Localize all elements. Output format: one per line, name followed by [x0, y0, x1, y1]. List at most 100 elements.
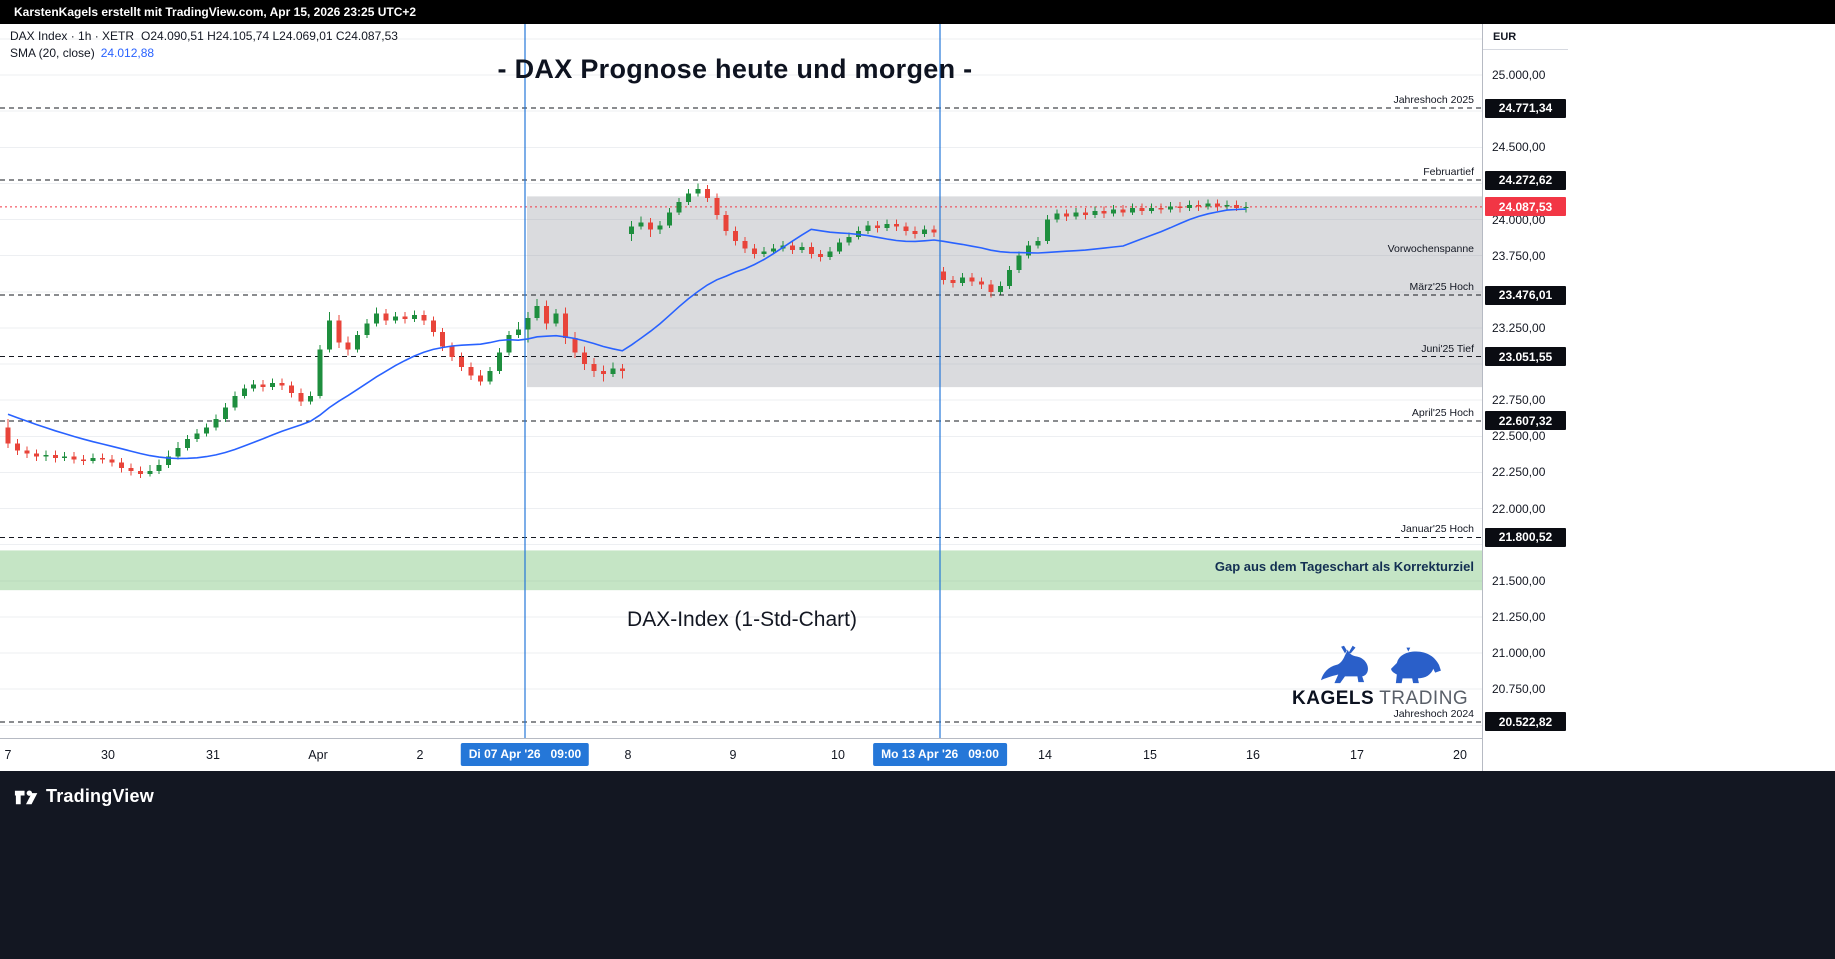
candle-body — [1130, 207, 1136, 213]
candle-body — [355, 335, 361, 350]
candle-body — [912, 231, 918, 234]
candle-body — [667, 212, 672, 226]
candle-body — [336, 320, 342, 343]
grid — [0, 38, 1482, 726]
candle-body — [374, 313, 380, 324]
time-label: Apr — [308, 748, 328, 762]
candle-body — [383, 313, 389, 321]
price-tick: 21.250,00 — [1492, 609, 1546, 624]
candle-body — [185, 439, 191, 448]
candle-body — [704, 189, 710, 198]
candle-body — [1016, 255, 1022, 271]
candle-body — [827, 251, 833, 258]
price-tick: 23.250,00 — [1492, 320, 1546, 335]
candle-body — [959, 277, 965, 284]
candle-body — [733, 231, 739, 242]
price-tick: 20.750,00 — [1492, 682, 1546, 697]
candle-body — [496, 352, 502, 372]
time-label: 31 — [206, 748, 220, 762]
candle-body — [1215, 203, 1221, 207]
tradingview-logo[interactable]: TradingView — [13, 784, 154, 809]
candle-body — [1101, 210, 1107, 214]
candle-body — [430, 320, 436, 333]
candle-body — [1054, 213, 1060, 220]
candle-body — [563, 313, 569, 339]
candle-body — [1139, 207, 1145, 211]
candle-body — [1243, 206, 1249, 208]
tradingview-mark-icon — [14, 790, 38, 805]
candle-body — [459, 356, 465, 367]
candle-body — [345, 342, 351, 350]
time-label: 2 — [416, 748, 424, 762]
candle-body — [619, 368, 625, 372]
candle-body — [251, 384, 257, 389]
sma-line — [7, 208, 1246, 460]
price-axis[interactable]: EUR 25.000,00 24.500,00 24.000,00 23.750,00… — [1482, 24, 1568, 771]
time-label: 7 — [4, 748, 12, 762]
axis-currency-label: EUR — [1483, 24, 1568, 50]
candle-body — [449, 346, 455, 357]
candle-body — [1186, 205, 1192, 208]
attribution-text: KarstenKagels erstellt mit TradingView.c… — [14, 5, 417, 19]
candle-body — [298, 392, 304, 402]
candle-body — [468, 366, 474, 376]
candle-body — [326, 320, 332, 350]
time-label: 16 — [1246, 748, 1260, 762]
time-badge: Di 07 Apr '26 09:00 — [460, 743, 590, 766]
candle-body — [100, 457, 105, 460]
candle-body — [1045, 219, 1050, 242]
candle-body — [194, 433, 200, 440]
candle-body — [534, 306, 540, 318]
candle-body — [440, 332, 446, 347]
attribution-bar: KarstenKagels erstellt mit TradingView.c… — [0, 0, 1835, 24]
candle-body — [610, 368, 616, 375]
time-label: 14 — [1038, 748, 1052, 762]
candle-body — [81, 459, 87, 461]
candle-body — [52, 455, 58, 458]
candle-body — [591, 364, 597, 372]
candle-body — [222, 407, 228, 419]
price-tick: 22.000,00 — [1492, 501, 1546, 516]
candle-body — [884, 223, 890, 229]
time-badge: Mo 13 Apr '26 09:00 — [873, 743, 1007, 766]
candle-body — [903, 226, 909, 232]
candle-body — [553, 313, 559, 324]
candle-body — [1026, 245, 1032, 256]
candle-body — [506, 335, 512, 353]
time-label: 30 — [101, 748, 115, 762]
candle-body — [402, 316, 408, 320]
candle-body — [808, 246, 814, 255]
candle-body — [799, 246, 805, 250]
candle-body — [1224, 205, 1230, 207]
time-axis[interactable]: 7 30 31 Apr 2 8 9 10 14 15 16 17 20 Di 07 Apr '26 09:… — [0, 738, 1482, 771]
time-label: 9 — [729, 748, 737, 762]
candle-body — [411, 314, 417, 320]
candle-body — [978, 281, 984, 285]
candle-body — [1234, 205, 1239, 208]
candle-body — [761, 251, 767, 255]
candle-body — [1035, 241, 1041, 246]
candle-body — [1177, 206, 1183, 208]
candle-body — [137, 470, 143, 474]
candle-body — [837, 242, 843, 252]
candle-body — [525, 317, 531, 330]
candle-body — [232, 395, 238, 408]
candle-body — [317, 349, 323, 396]
candle-body — [166, 456, 172, 466]
candle-body — [941, 271, 947, 281]
candle-body — [648, 222, 654, 230]
chart-pane[interactable]: DAX Index · 1h · XETR O24.090,51 H24.105,… — [0, 24, 1482, 738]
candle-body — [997, 285, 1003, 292]
price-tick: 25.000,00 — [1492, 68, 1546, 82]
candle-body — [1158, 207, 1164, 210]
candle-body — [931, 229, 937, 233]
level-price-badge: 23.476,01 — [1485, 285, 1566, 305]
candle-body — [1073, 212, 1079, 217]
candle-body — [1111, 209, 1117, 214]
chart-canvas[interactable] — [0, 24, 1482, 738]
candle-body — [752, 248, 758, 255]
level-price-badge: 20.522,82 — [1485, 712, 1566, 732]
candle-body — [43, 455, 49, 457]
candle-body — [922, 229, 928, 234]
candle-body — [714, 197, 720, 216]
